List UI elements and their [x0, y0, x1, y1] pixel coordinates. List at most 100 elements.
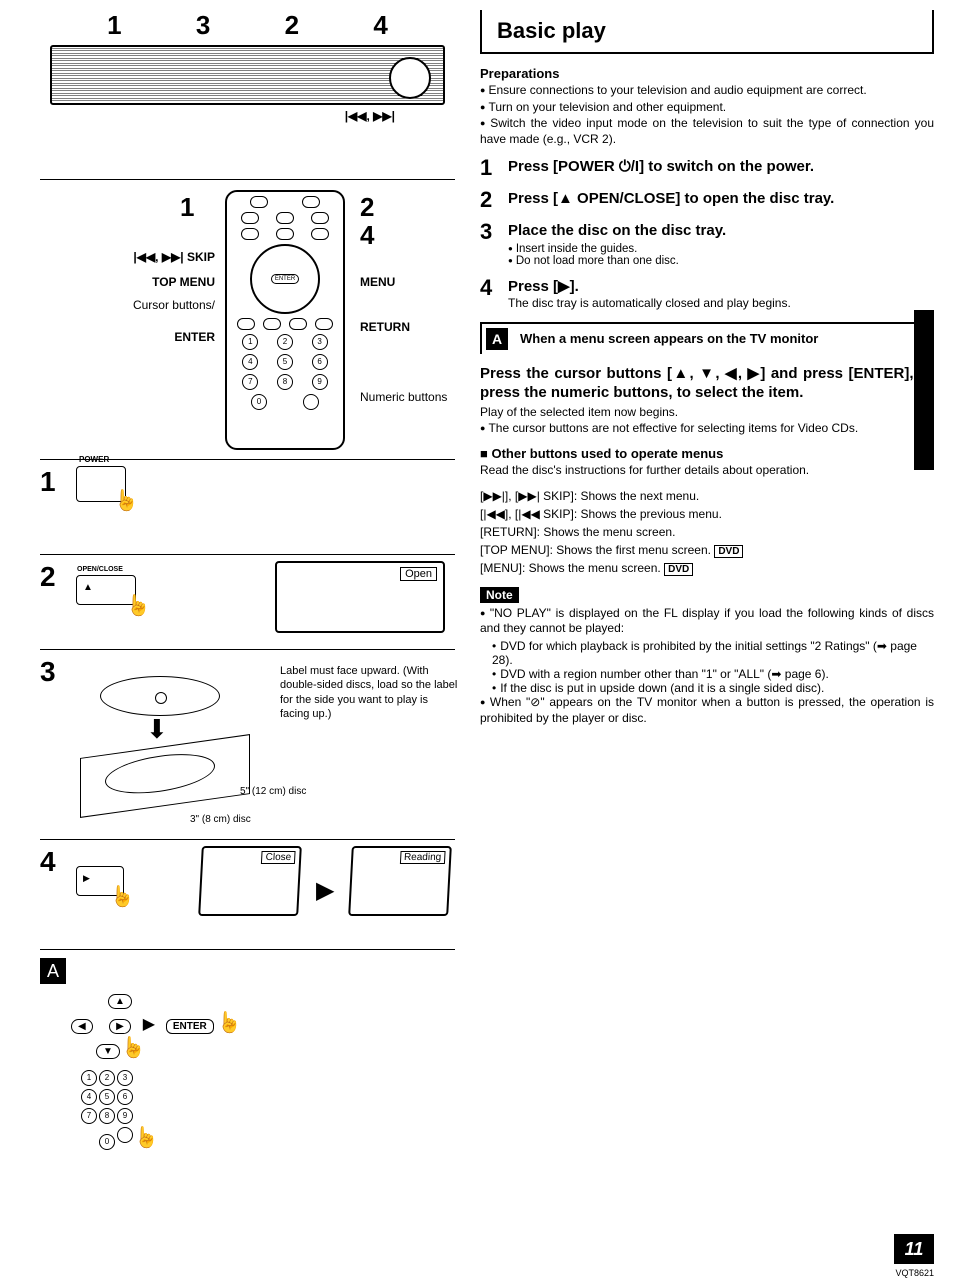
- list-item: Turn on your television and other equipm…: [480, 100, 934, 116]
- step-panel-2: 2 ▲ Open: [40, 555, 455, 650]
- dpad-icon: [250, 244, 320, 314]
- note-list: "NO PLAY" is displayed on the FL display…: [480, 606, 934, 637]
- callout-num: 2: [285, 10, 299, 41]
- remote-figure: 1 2 4 |◀◀, ▶▶| SKIP TOP MENU Cursor butt…: [40, 180, 455, 460]
- preparations-heading: Preparations: [480, 66, 934, 81]
- list-item: [RETURN]: Shows the menu screen.: [480, 523, 934, 541]
- enter-button: ENTER: [166, 1019, 214, 1034]
- list-item: [TOP MENU]: Shows the first menu screen.…: [480, 541, 934, 559]
- numpad-illustration: 123 456 789 0: [80, 1068, 455, 1151]
- eject-icon: ▲: [83, 582, 93, 593]
- hand-icon: [114, 488, 138, 512]
- step-3: 3 Place the disc on the disc tray. Inser…: [480, 221, 934, 267]
- other-buttons-list: [▶▶|], [▶▶| SKIP]: Shows the next menu. …: [480, 487, 934, 577]
- disc-illustration: [100, 676, 220, 716]
- step-badge: A: [40, 958, 66, 984]
- menu-instruction: Press the cursor buttons [▲, ▼, ◀, ▶] an…: [480, 364, 934, 403]
- tv-screen-illustration: Reading: [348, 846, 452, 916]
- callout-text: When a menu screen appears on the TV mon…: [520, 331, 818, 347]
- skip-label: |◀◀, ▶▶| SKIP: [95, 250, 215, 264]
- other-buttons-heading: Other buttons used to operate menus: [480, 446, 934, 461]
- dvd-badge: DVD: [664, 563, 693, 576]
- callout-num: 2: [360, 192, 374, 223]
- step-number: 2: [40, 561, 70, 643]
- callout-num: 4: [373, 10, 387, 41]
- list-item: When "⊘" appears on the TV monitor when …: [480, 695, 934, 726]
- step-panel-3: 3 ⬇ Label must face upward. (With double…: [40, 650, 455, 840]
- list-item: [|◀◀], [|◀◀ SKIP]: Shows the previous me…: [480, 505, 934, 523]
- arrow-down-icon: ⬇: [146, 714, 168, 745]
- callout-badge: A: [486, 328, 508, 350]
- return-label: RETURN: [360, 320, 470, 334]
- tv-screen-illustration: Open: [275, 561, 445, 633]
- step-number: 2: [480, 189, 508, 211]
- step-title: Press [▲ OPEN/CLOSE] to open the disc tr…: [508, 189, 934, 209]
- step-number: 3: [480, 221, 508, 267]
- hand-icon: [110, 884, 134, 908]
- doc-code: VQT8621: [895, 1268, 934, 1278]
- other-intro: Read the disc's instructions for further…: [480, 463, 934, 479]
- tv-screen-illustration: Close: [198, 846, 302, 916]
- step-number: 4: [480, 277, 508, 312]
- numeric-label: Numeric buttons: [360, 390, 470, 404]
- step-title: Place the disc on the disc tray.: [508, 221, 934, 241]
- dvd-badge: DVD: [714, 545, 743, 558]
- tray-illustration: [80, 734, 250, 818]
- step-number: 4: [40, 846, 70, 943]
- section-label: Basic Operations: [912, 330, 928, 445]
- hand-icon: [121, 1035, 145, 1059]
- callout-num: 1: [107, 10, 121, 41]
- callout-num: 1: [180, 192, 194, 223]
- step-number: 1: [480, 157, 508, 179]
- list-item: DVD for which playback is prohibited by …: [492, 639, 934, 667]
- cursor-buttons-illustration: ▲ ◀ ▶ ▶ ENTER ▼: [70, 992, 455, 1060]
- disc-note: Label must face upward. (With double-sid…: [280, 664, 460, 721]
- list-item: DVD with a region number other than "1" …: [492, 667, 934, 681]
- callout-num: 3: [196, 10, 210, 41]
- list-item: "NO PLAY" is displayed on the FL display…: [480, 606, 934, 637]
- list-item: [MENU]: Shows the menu screen. DVD: [480, 559, 934, 577]
- step-2: 2 Press [▲ OPEN/CLOSE] to open the disc …: [480, 189, 934, 211]
- list-item: If the disc is put in upside down (and i…: [492, 681, 934, 695]
- list-item: Insert inside the guides.: [508, 243, 934, 255]
- step-number: 1: [40, 466, 70, 548]
- hand-icon: [217, 1010, 241, 1034]
- step-title: Press [▶].: [508, 277, 934, 297]
- callout-a: A When a menu screen appears on the TV m…: [480, 322, 934, 354]
- callout-num: 4: [360, 220, 374, 251]
- hand-icon: [126, 593, 150, 617]
- step-panel-a: A ▲ ◀ ▶ ▶ ENTER ▼ 123 456 789 0: [40, 950, 455, 1159]
- topmenu-label: TOP MENU: [95, 275, 215, 289]
- device-figure: 1 3 2 4 |◀◀, ▶▶|: [40, 10, 455, 180]
- skip-glyphs: |◀◀, ▶▶|: [40, 109, 455, 123]
- page-number: 11: [894, 1234, 934, 1264]
- enter-label: ENTER: [95, 330, 215, 344]
- cursor-label: Cursor buttons/: [95, 298, 215, 312]
- instruction-bullets: The cursor buttons are not effective for…: [480, 421, 934, 437]
- page-title: Basic play: [497, 18, 917, 44]
- step-4: 4 Press [▶]. The disc tray is automatica…: [480, 277, 934, 312]
- dvd-player-illustration: [50, 45, 445, 105]
- instruction-after: Play of the selected item now begins.: [480, 405, 934, 421]
- play-icon: ▶: [316, 876, 334, 905]
- step-number: 3: [40, 656, 70, 833]
- step-panel-1: 1: [40, 460, 455, 555]
- hand-icon: [134, 1125, 158, 1149]
- list-item: Do not load more than one disc.: [508, 255, 934, 267]
- screen-text: Reading: [400, 851, 446, 864]
- remote-illustration: 123 456 789 0: [225, 190, 345, 450]
- step-panel-4: 4 Close ▶ Reading: [40, 840, 455, 950]
- preparations-list: Ensure connections to your television an…: [480, 83, 934, 147]
- disc-size-3: 3" (8 cm) disc: [190, 814, 251, 825]
- step-1: 1 Press [POWER ⏻/I] to switch on the pow…: [480, 157, 934, 179]
- note-sublist: DVD for which playback is prohibited by …: [480, 639, 934, 695]
- menu-label: MENU: [360, 275, 470, 289]
- disc-size-5: 5" (12 cm) disc: [240, 786, 306, 797]
- list-item: The cursor buttons are not effective for…: [480, 421, 934, 437]
- list-item: Ensure connections to your television an…: [480, 83, 934, 99]
- note-list-2: When "⊘" appears on the TV monitor when …: [480, 695, 934, 726]
- list-item: Switch the video input mode on the telev…: [480, 116, 934, 147]
- left-column: 1 3 2 4 |◀◀, ▶▶| 1 2 4 |◀◀, ▶▶| SKIP TOP…: [40, 10, 470, 1274]
- title-box: Basic play: [480, 10, 934, 54]
- screen-text: Open: [400, 567, 437, 581]
